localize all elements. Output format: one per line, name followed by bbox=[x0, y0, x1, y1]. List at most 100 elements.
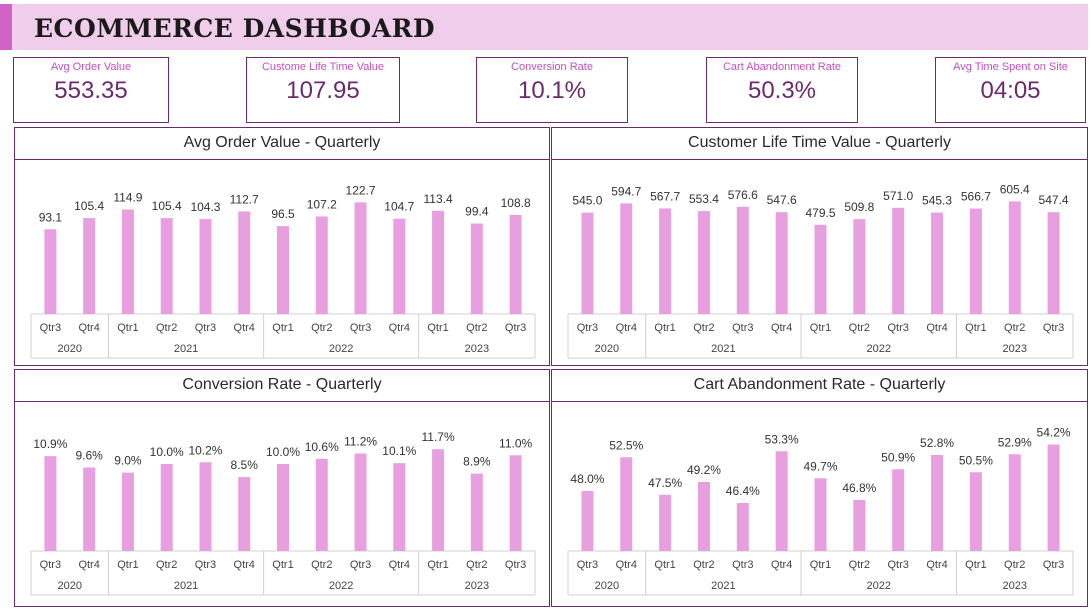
chart-panel-customer-lifetime-value: Customer Life Time Value - Quarterly 545… bbox=[551, 127, 1088, 366]
year-label: 2020 bbox=[58, 580, 82, 592]
bar bbox=[969, 472, 982, 551]
x-tick-label: Qtr1 bbox=[117, 322, 138, 334]
x-tick-label: Qtr3 bbox=[577, 322, 598, 334]
bar bbox=[470, 223, 483, 314]
data-label: 107.2 bbox=[307, 197, 337, 211]
chart-title: Conversion Rate - Quarterly bbox=[15, 370, 549, 402]
bar bbox=[659, 494, 672, 551]
x-tick-label: Qtr4 bbox=[234, 322, 255, 334]
x-tick-label: Qtr3 bbox=[505, 322, 526, 334]
x-tick-label: Qtr2 bbox=[466, 559, 487, 571]
bar bbox=[83, 467, 96, 551]
x-tick-label: Qtr3 bbox=[350, 559, 371, 571]
year-label: 2020 bbox=[595, 580, 619, 592]
x-tick-label: Qtr3 bbox=[40, 559, 61, 571]
chart-title: Avg Order Value - Quarterly bbox=[15, 128, 549, 160]
data-label: 122.7 bbox=[346, 183, 376, 197]
chart-title: Cart Abandonment Rate - Quarterly bbox=[552, 370, 1087, 402]
data-label: 49.7% bbox=[803, 459, 837, 473]
data-label: 113.4 bbox=[424, 192, 453, 206]
data-label: 10.2% bbox=[188, 443, 222, 457]
year-label: 2022 bbox=[867, 343, 891, 355]
bar bbox=[121, 472, 134, 551]
data-label: 545.3 bbox=[922, 194, 952, 208]
data-label: 49.2% bbox=[687, 463, 721, 477]
kpi-value: 553.35 bbox=[54, 77, 128, 104]
title-accent bbox=[0, 4, 12, 50]
year-label: 2022 bbox=[329, 580, 353, 592]
title-bar: ECOMMERCE DASHBOARD bbox=[0, 4, 1088, 50]
data-label: 50.9% bbox=[881, 450, 915, 464]
x-tick-label: Qtr1 bbox=[427, 322, 448, 334]
bar bbox=[238, 211, 251, 314]
kpi-value: 04:05 bbox=[980, 77, 1041, 104]
bar bbox=[853, 500, 866, 551]
bar bbox=[697, 482, 710, 551]
bar bbox=[620, 457, 633, 551]
bar bbox=[931, 212, 944, 314]
bar bbox=[83, 218, 96, 314]
bar bbox=[354, 453, 367, 551]
x-tick-label: Qtr4 bbox=[389, 559, 410, 571]
x-tick-label: Qtr1 bbox=[272, 322, 293, 334]
x-tick-label: Qtr4 bbox=[616, 322, 637, 334]
x-tick-label: Qtr3 bbox=[1043, 559, 1064, 571]
data-label: 50.5% bbox=[959, 453, 993, 467]
data-label: 11.2% bbox=[344, 435, 377, 449]
x-tick-label: Qtr4 bbox=[926, 559, 947, 571]
bar bbox=[238, 477, 251, 551]
data-label: 112.7 bbox=[230, 192, 259, 206]
data-label: 53.3% bbox=[765, 432, 799, 446]
kpi-card-avg-order-value: Avg Order Value 553.35 bbox=[13, 57, 169, 123]
data-label: 114.9 bbox=[113, 190, 142, 204]
year-label: 2023 bbox=[1002, 580, 1026, 592]
x-tick-label: Qtr3 bbox=[577, 559, 598, 571]
data-label: 108.8 bbox=[501, 196, 531, 210]
x-tick-label: Qtr3 bbox=[195, 322, 216, 334]
x-tick-label: Qtr4 bbox=[926, 322, 947, 334]
bar bbox=[1047, 212, 1060, 314]
x-tick-label: Qtr2 bbox=[311, 322, 332, 334]
x-tick-label: Qtr1 bbox=[654, 559, 675, 571]
x-tick-label: Qtr4 bbox=[78, 322, 99, 334]
data-label: 8.9% bbox=[463, 455, 491, 469]
bar bbox=[277, 464, 289, 551]
kpi-label: Custome Life Time Value bbox=[261, 61, 385, 73]
x-tick-label: Qtr2 bbox=[1004, 559, 1025, 571]
bar bbox=[814, 478, 827, 551]
x-tick-label: Qtr3 bbox=[887, 322, 908, 334]
kpi-card-avg-time-on-site: Avg Time Spent on Site 04:05 bbox=[935, 57, 1086, 123]
data-label: 605.4 bbox=[1000, 182, 1030, 196]
x-tick-label: Qtr1 bbox=[965, 559, 986, 571]
data-label: 509.8 bbox=[844, 200, 874, 214]
data-label: 547.6 bbox=[767, 193, 797, 207]
bar bbox=[814, 224, 827, 314]
bar bbox=[121, 209, 134, 314]
x-tick-label: Qtr4 bbox=[78, 559, 99, 571]
bar bbox=[393, 218, 406, 314]
x-tick-label: Qtr3 bbox=[732, 559, 753, 571]
data-label: 54.2% bbox=[1037, 426, 1071, 440]
x-tick-label: Qtr3 bbox=[887, 559, 908, 571]
kpi-label: Avg Order Value bbox=[50, 61, 132, 73]
bar bbox=[736, 206, 749, 314]
x-tick-label: Qtr4 bbox=[771, 559, 792, 571]
bar bbox=[1008, 201, 1021, 314]
data-label: 48.0% bbox=[570, 472, 604, 486]
bar bbox=[199, 219, 212, 314]
data-label: 46.8% bbox=[842, 481, 876, 495]
bar bbox=[620, 203, 633, 314]
bar bbox=[160, 464, 173, 551]
data-label: 52.9% bbox=[998, 435, 1032, 449]
bar bbox=[853, 219, 866, 314]
bar bbox=[432, 449, 445, 551]
chart-cart-abandonment-rate: 48.0% Qtr3 52.5% Qtr4 47.5% Qtr1 49.2% Qtr2 46.4… bbox=[567, 426, 1074, 596]
data-label: 8.5% bbox=[231, 458, 259, 472]
year-label: 2021 bbox=[174, 580, 198, 592]
x-tick-label: Qtr3 bbox=[1043, 322, 1064, 334]
bar bbox=[697, 211, 710, 314]
bar bbox=[315, 458, 328, 551]
bar bbox=[393, 463, 406, 551]
data-label: 11.0% bbox=[499, 436, 532, 450]
bar bbox=[775, 451, 788, 551]
